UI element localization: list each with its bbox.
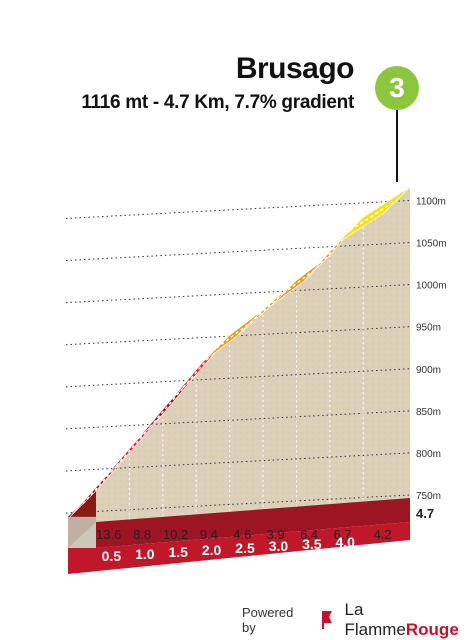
y-tick-label: 1100m xyxy=(416,196,446,207)
centre-line xyxy=(283,267,318,294)
km-label: 1.0 xyxy=(135,546,155,562)
gradient-label: 9.4 xyxy=(200,527,218,542)
grid-line-1100 xyxy=(65,199,411,219)
km-label: 2.0 xyxy=(202,542,222,558)
gradient-label: 3.9 xyxy=(267,527,285,542)
page-title: Brusago xyxy=(235,52,355,85)
centre-line xyxy=(216,322,251,349)
km-label: 2.5 xyxy=(235,540,255,556)
brand-name-part-2: Rouge xyxy=(405,620,459,639)
grid-line-750 xyxy=(65,494,411,514)
brand-name: La FlammeRouge xyxy=(344,600,470,640)
summit-marker-line xyxy=(396,110,398,182)
grid-line-1000 xyxy=(65,284,411,304)
km-label: 0.5 xyxy=(102,548,122,564)
terrain-fill xyxy=(96,187,410,522)
flame-logo-icon xyxy=(320,611,334,629)
gradient-label: 6.4 xyxy=(300,527,318,542)
y-tick-label: 750m xyxy=(416,491,441,502)
centre-line xyxy=(82,465,117,505)
centre-line xyxy=(249,292,284,324)
powered-by-label: Powered by xyxy=(242,605,294,635)
km-label: 3.5 xyxy=(302,536,322,552)
grid-line-950 xyxy=(65,326,411,346)
grid-line-800 xyxy=(65,452,411,472)
gradient-label: 6.7 xyxy=(333,527,351,542)
gradient-label: 13.6 xyxy=(96,527,121,542)
grid-line-900 xyxy=(65,368,411,388)
climb-category-badge: 3 xyxy=(375,66,419,110)
centre-line xyxy=(115,426,151,467)
page-subtitle: 1116 mt - 4.7 Km, 7.7% gradient xyxy=(81,92,354,113)
footer: Powered by La FlammeRouge xyxy=(242,600,470,640)
y-tick-label: 850m xyxy=(416,407,441,418)
km-label: 3.0 xyxy=(269,538,289,554)
gradient-segment xyxy=(337,186,411,244)
y-tick-label: 900m xyxy=(416,365,441,376)
grid-line-1050 xyxy=(65,242,411,262)
y-tick-label: 950m xyxy=(416,323,441,334)
gradient-label: 10.2 xyxy=(163,527,188,542)
y-tick-label: 1050m xyxy=(416,239,447,250)
distance-band xyxy=(68,522,410,574)
km-label: 1.5 xyxy=(168,544,188,560)
distance-band-top xyxy=(96,498,410,548)
gradient-label: 4.6 xyxy=(233,527,251,542)
y-tick-label: 1000m xyxy=(416,281,447,292)
km-label: 4.0 xyxy=(335,534,355,550)
brand-name-part-1: La Flamme xyxy=(344,600,406,639)
centre-line xyxy=(149,387,184,428)
y-tick-label: 800m xyxy=(416,449,441,460)
total-km-label: 4.7 xyxy=(416,506,434,521)
grid-line-850 xyxy=(65,410,411,430)
gradient-label: 8.8 xyxy=(133,527,151,542)
gradient-label: 4.2 xyxy=(374,527,392,542)
base-left-face xyxy=(68,516,96,548)
